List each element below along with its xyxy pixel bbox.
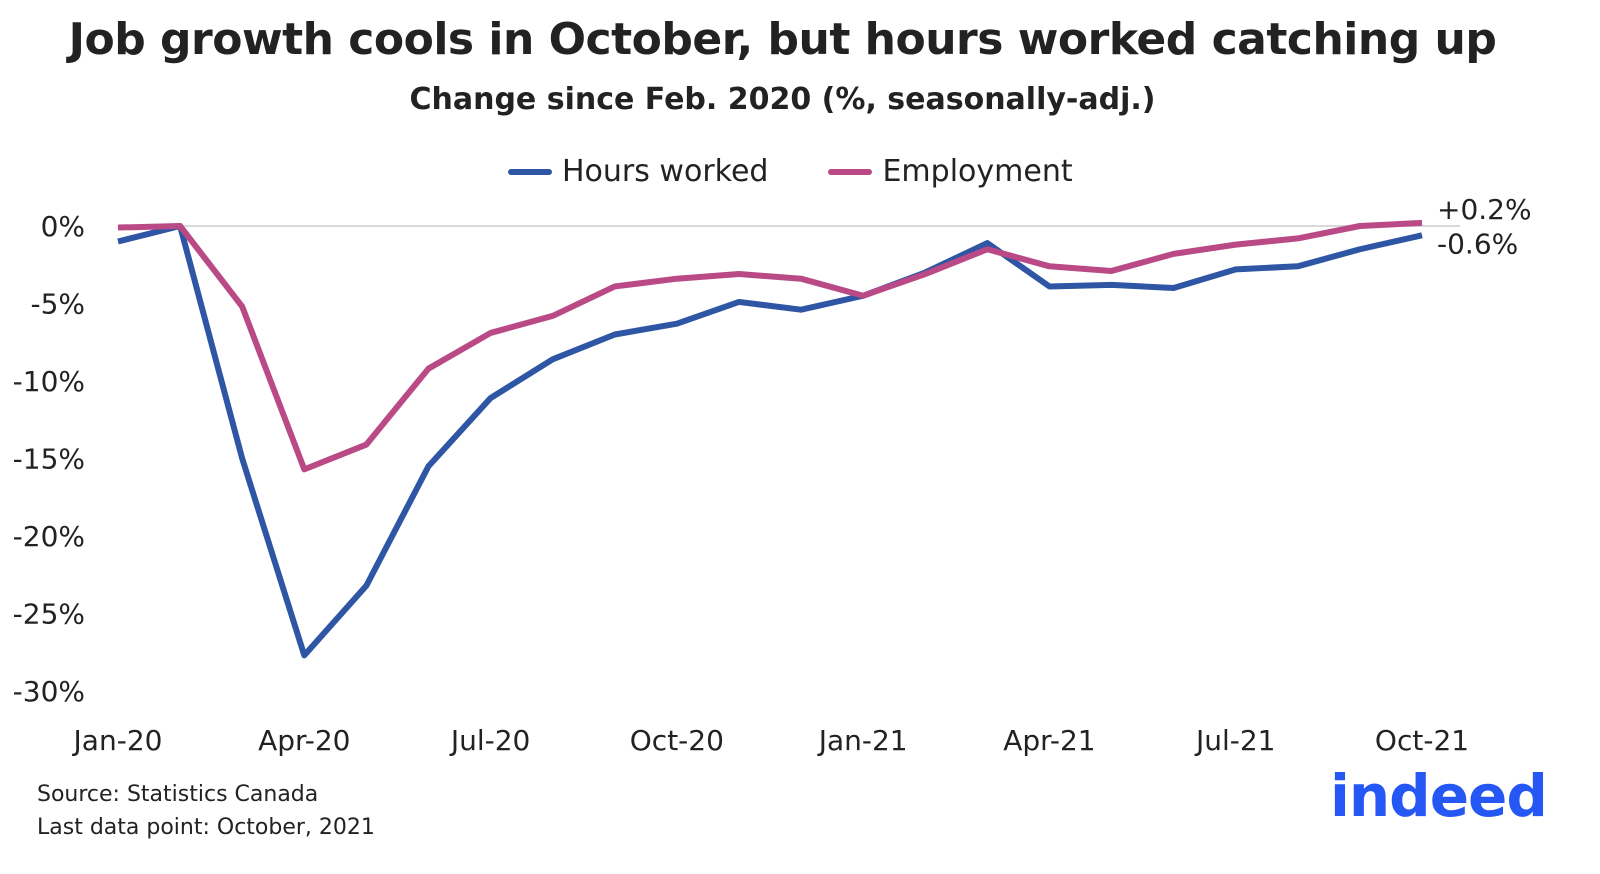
legend-item-hours: Hours worked [508,154,768,189]
x-tick-label: Apr-20 [258,724,350,757]
chart-title: Job growth cools in October, but hours w… [68,14,1497,65]
x-tick-label: Jul-20 [449,724,531,757]
y-tick-label: -20% [13,520,85,553]
chart-subtitle: Change since Feb. 2020 (%, seasonally-ad… [409,82,1156,117]
x-tick-label: Jan-21 [817,724,908,757]
legend: Hours worked Employment [508,154,1073,189]
source-note: Source: Statistics Canada [37,782,319,807]
last-data-note: Last data point: October, 2021 [37,815,375,840]
y-tick-label: -25% [13,598,85,631]
indeed-logo: indeed [1330,762,1548,830]
x-tick-label: Oct-20 [630,724,724,757]
x-tick-label: Apr-21 [1003,724,1095,757]
end-label: -0.6% [1437,227,1518,260]
end-label: +0.2% [1437,193,1532,226]
y-tick-label: 0% [41,210,85,243]
y-tick-label: -15% [13,443,85,476]
x-tick-label: Jul-21 [1194,724,1276,757]
series-line-employment [117,219,1423,473]
x-tick-label: Jan-20 [72,724,163,757]
legend-swatch-employment [828,168,873,175]
y-tick-label: -10% [13,365,85,398]
legend-item-employment: Employment [828,154,1073,189]
legend-label-hours: Hours worked [562,154,769,189]
y-tick-label: -30% [13,675,85,708]
y-tick-label: -5% [30,288,85,321]
legend-label-employment: Employment [882,154,1073,189]
logo-text: indeed [1330,762,1548,830]
x-tick-label: Oct-21 [1375,724,1469,757]
footnotes: Source: Statistics Canada Last data poin… [37,778,375,844]
series-line-hours [117,223,1423,659]
legend-swatch-hours [508,168,552,175]
